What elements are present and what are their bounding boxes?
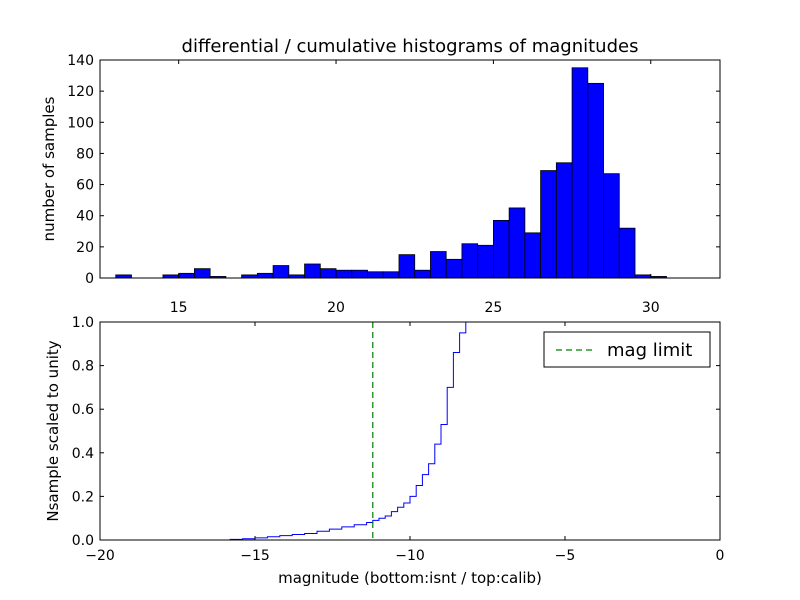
top-y-tick-label: 20: [76, 240, 94, 256]
top-y-tick-label: 120: [67, 84, 94, 100]
bottom-axes-frame: [99, 321, 721, 541]
bottom-x-tick-label: −20: [85, 548, 115, 564]
top-y-tick-label: 40: [76, 209, 94, 225]
histogram-bar: [571, 67, 589, 279]
histogram-bar: [461, 243, 479, 279]
histogram-bar: [414, 269, 431, 279]
top-chart-title: differential / cumulative histograms of …: [182, 36, 639, 57]
top-y-tick-label: 140: [67, 53, 94, 69]
bottom-y-tick-label: 0.6: [72, 402, 94, 418]
legend-entry-mag-limit: mag limit: [607, 340, 692, 361]
top-x-tick-label: 15: [170, 300, 188, 316]
top-y-axis-label: number of samples: [40, 96, 58, 241]
top-x-tick-label: 30: [642, 300, 660, 316]
top-y-tick-label: 100: [67, 115, 94, 131]
histogram-bar: [304, 263, 321, 279]
histogram-bar: [256, 272, 274, 279]
top-x-tick-label: 25: [484, 300, 502, 316]
bottom-x-tick-label: −5: [555, 548, 576, 564]
legend: mag limit: [543, 331, 711, 368]
histogram-bar: [493, 219, 510, 279]
histogram-bar: [477, 244, 494, 279]
top-y-tick-label: 0: [85, 271, 94, 287]
histogram-bar: [272, 265, 290, 279]
cumulative-series-line: [100, 321, 721, 541]
histogram-bar: [319, 268, 337, 279]
bottom-x-tick-label: −10: [395, 548, 425, 564]
histogram-bar: [430, 251, 447, 279]
histogram-bar: [351, 269, 368, 279]
top-x-tick-label: 20: [327, 300, 345, 316]
bottom-y-tick-label: 1.0: [72, 315, 94, 331]
histogram-bar: [194, 268, 211, 279]
bottom-x-tick-label: −15: [240, 548, 270, 564]
histogram-bar: [555, 162, 573, 279]
histogram-bar: [524, 232, 542, 279]
histogram-bar: [382, 271, 400, 279]
bottom-y-tick-label: 0.0: [72, 533, 94, 549]
top-histogram-axes: 0 20 40 60 80 100 120 140 15 20 25 30: [67, 53, 720, 316]
histogram-bar: [335, 269, 353, 279]
histogram-bar: [540, 170, 557, 279]
bottom-y-tick-label: 0.2: [72, 489, 94, 505]
histogram-bar: [603, 173, 620, 279]
bottom-x-tick-label: 0: [716, 548, 725, 564]
bottom-y-axis-label: Nsample scaled to unity: [44, 340, 62, 521]
bottom-y-tick-label: 0.4: [72, 446, 94, 462]
histogram-bar: [178, 272, 195, 279]
bottom-x-axis-label: magnitude (bottom:isnt / top:calib): [278, 569, 542, 587]
top-y-tick-label: 60: [76, 178, 94, 194]
histogram-bar: [445, 258, 463, 279]
histogram-bar: [587, 82, 604, 279]
histogram-bar: [618, 227, 636, 279]
histogram-bar: [367, 271, 384, 279]
bottom-y-tick-label: 0.8: [72, 359, 94, 375]
bottom-cumulative-axes: 0.0 0.2 0.4 0.6 0.8 1.0 −20 −15 −10 −5 0: [72, 315, 725, 564]
top-axes-frame: [99, 59, 721, 279]
histogram-bar: [398, 254, 416, 279]
histogram-bar: [508, 207, 526, 279]
top-y-tick-label: 80: [76, 146, 94, 162]
